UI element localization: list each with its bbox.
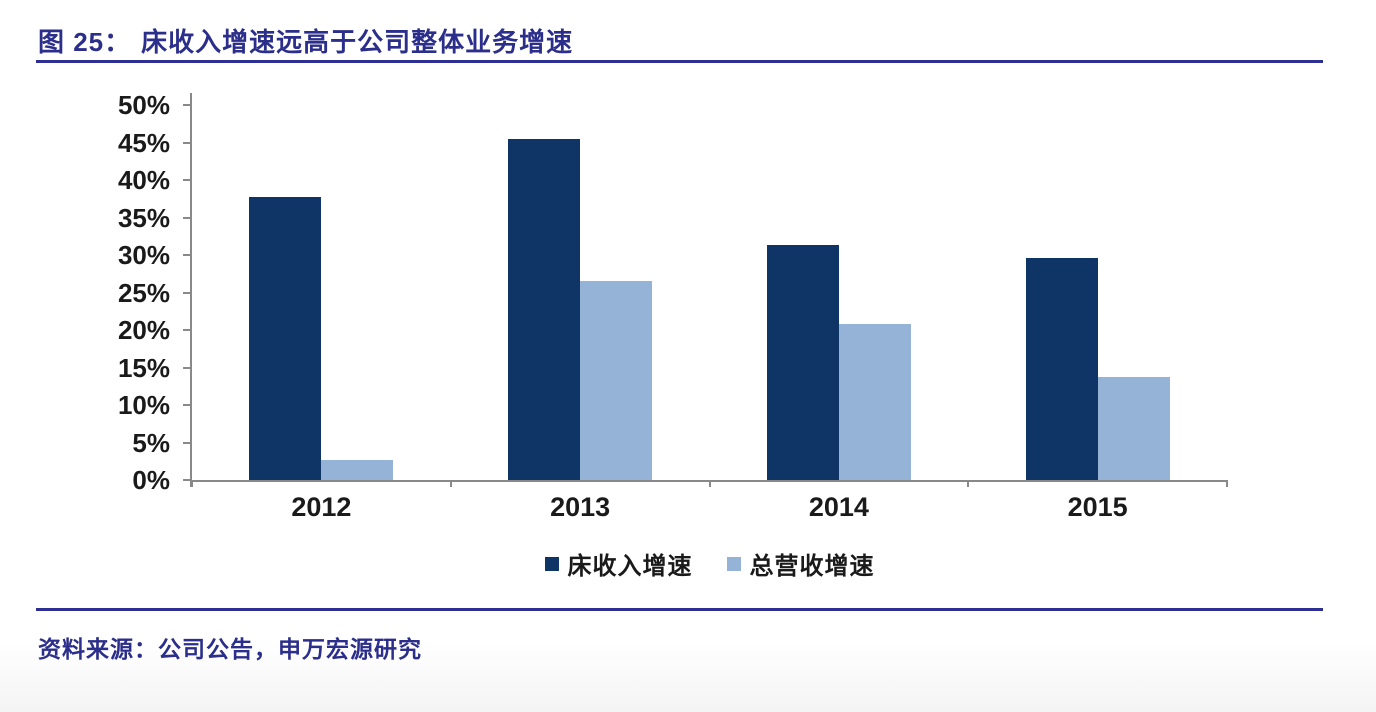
y-axis-tick-label: 10% xyxy=(117,390,170,420)
y-axis-tick-label: 50% xyxy=(117,90,170,120)
title-underline xyxy=(36,60,1323,63)
bar-chart: 0% 5% 10% 15% 20% 25% 30% 35% 40% 45% 50% 2012 2013 2… xyxy=(117,90,1228,581)
x-axis-label: 2014 xyxy=(808,492,869,522)
y-axis xyxy=(190,93,192,487)
y-axis-tick xyxy=(183,479,190,481)
y-axis-tick-label: 45% xyxy=(117,127,170,158)
x-axis-tick xyxy=(708,480,711,487)
chart-legend: 床收入增速 总营收增速 xyxy=(192,546,1227,581)
y-axis-tick xyxy=(183,254,190,256)
x-axis-label: 2012 xyxy=(291,492,352,522)
y-axis-tick-label: 25% xyxy=(117,277,170,308)
y-axis-tick xyxy=(183,291,190,294)
legend-swatch-icon xyxy=(726,556,741,571)
bar xyxy=(766,244,839,480)
bar xyxy=(508,138,581,480)
legend-swatch-icon xyxy=(544,556,559,571)
y-axis-tick xyxy=(183,179,190,181)
x-axis-tick xyxy=(1226,480,1228,487)
bar xyxy=(1097,377,1170,480)
y-axis-tick-label: 30% xyxy=(117,240,170,270)
y-axis-tick-label: 5% xyxy=(132,427,170,458)
legend-item: 床收入增速 xyxy=(544,546,693,581)
bar xyxy=(838,324,911,480)
bar xyxy=(321,459,394,480)
x-axis-tick xyxy=(191,480,193,487)
y-axis-tick-label: 35% xyxy=(117,202,170,233)
x-axis-label: 2015 xyxy=(1067,492,1128,522)
figure-title-text: 床收入增速远高于公司整体业务增速 xyxy=(141,27,574,57)
legend-label: 总营收增速 xyxy=(749,553,875,580)
source-note: 资料来源：公司公告，申万宏源研究 xyxy=(38,636,422,662)
y-axis-tick xyxy=(183,141,190,144)
y-axis-tick-label: 15% xyxy=(117,352,170,383)
bar xyxy=(1025,258,1098,480)
y-axis-tick-label: 20% xyxy=(117,315,170,345)
y-axis-tick xyxy=(183,404,190,406)
bar xyxy=(249,196,322,480)
x-axis-tick xyxy=(449,480,452,487)
figure-title: 图 25： 床收入增速远高于公司整体业务增速 xyxy=(38,22,573,59)
footer-divider xyxy=(36,608,1323,611)
legend-label: 床收入增速 xyxy=(567,553,693,580)
x-axis-label: 2013 xyxy=(550,492,611,522)
y-axis-tick xyxy=(183,104,190,106)
bar xyxy=(580,281,653,480)
figure-number-label: 图 25： xyxy=(38,27,132,57)
y-axis-tick-label: 40% xyxy=(117,165,170,195)
legend-item: 总营收增速 xyxy=(726,546,875,581)
x-axis-tick xyxy=(967,480,970,487)
y-axis-tick xyxy=(183,216,190,219)
y-axis-tick-label: 0% xyxy=(132,465,170,495)
y-axis-tick xyxy=(183,441,190,444)
y-axis-tick xyxy=(183,366,190,369)
y-axis-tick xyxy=(183,329,190,331)
